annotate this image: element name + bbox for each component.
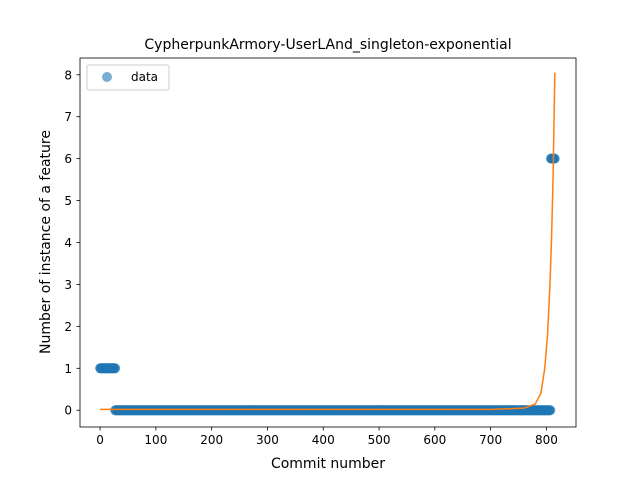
- legend-marker: [102, 72, 112, 82]
- legend-box: [86, 64, 170, 91]
- y-tick-label: 7: [64, 110, 72, 124]
- y-tick-label: 2: [64, 320, 72, 334]
- x-tick-label: 500: [368, 433, 391, 447]
- legend: data: [86, 64, 170, 91]
- data-point: [110, 363, 121, 374]
- data-point: [549, 153, 560, 164]
- y-tick-label: 8: [64, 68, 72, 82]
- data-point: [545, 405, 556, 416]
- chart-title: CypherpunkArmory-UserLAnd_singleton-expo…: [144, 37, 511, 53]
- y-tick-label: 3: [64, 278, 72, 292]
- fit-line: [100, 72, 556, 411]
- x-axis: 0 100 200 300 400 500 600 700 800: [96, 427, 558, 447]
- plot-area: [95, 72, 560, 416]
- x-axis-label: Commit number: [271, 456, 385, 472]
- x-tick-label: 800: [535, 433, 558, 447]
- x-tick-label: 200: [200, 433, 223, 447]
- legend-label: data: [131, 70, 158, 84]
- x-tick-label: 100: [144, 433, 167, 447]
- x-tick-label: 0: [96, 433, 104, 447]
- y-axis: 0 1 2 3 4 5 6 7 8: [64, 68, 80, 418]
- x-tick-label: 300: [256, 433, 279, 447]
- y-tick-label: 0: [64, 404, 72, 418]
- y-tick-label: 1: [64, 362, 72, 376]
- y-tick-label: 6: [64, 152, 72, 166]
- y-axis-label: Number of instance of a feature: [38, 130, 54, 354]
- x-tick-label: 400: [312, 433, 335, 447]
- x-tick-label: 700: [479, 433, 502, 447]
- y-tick-label: 5: [64, 194, 72, 208]
- x-tick-label: 600: [423, 433, 446, 447]
- y-tick-label: 4: [64, 236, 72, 250]
